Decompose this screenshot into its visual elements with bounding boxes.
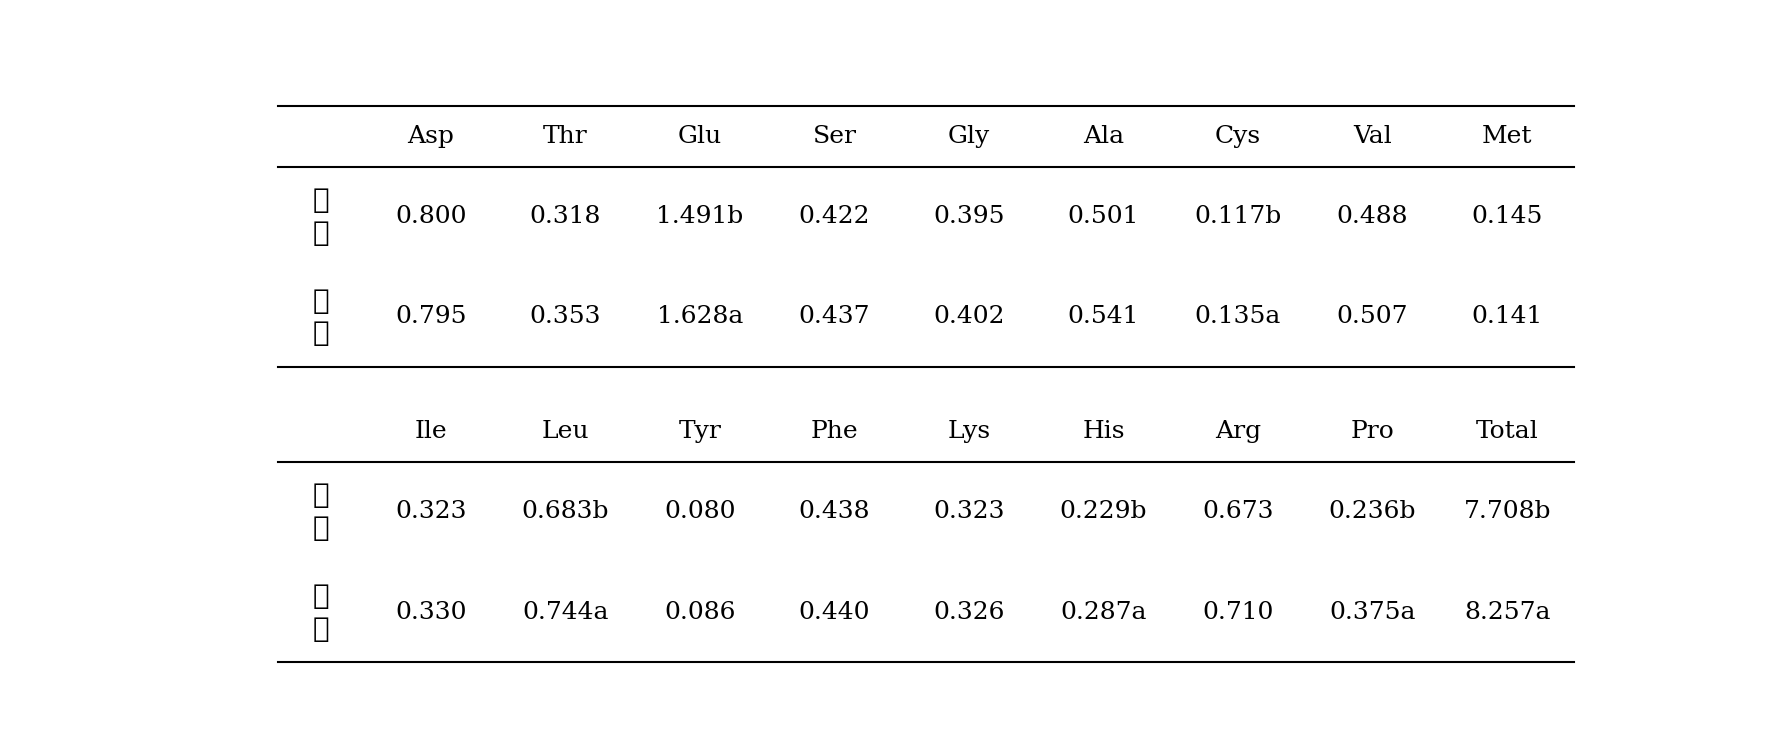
Text: 0.117b: 0.117b xyxy=(1194,205,1282,228)
Text: Ile: Ile xyxy=(415,420,447,443)
Text: 0.135a: 0.135a xyxy=(1194,306,1282,329)
Text: 0.800: 0.800 xyxy=(395,205,466,228)
Text: 0.488: 0.488 xyxy=(1337,205,1408,228)
Text: His: His xyxy=(1082,420,1125,443)
Text: 0.318: 0.318 xyxy=(530,205,602,228)
Text: 0.402: 0.402 xyxy=(933,306,1004,329)
Text: 1.628a: 1.628a xyxy=(657,306,742,329)
Text: Ser: Ser xyxy=(812,125,856,148)
Text: 0.501: 0.501 xyxy=(1068,205,1139,228)
Text: 对: 对 xyxy=(312,481,329,510)
Text: Thr: Thr xyxy=(543,125,587,148)
Text: 0.507: 0.507 xyxy=(1337,306,1408,329)
Text: 0.287a: 0.287a xyxy=(1061,600,1146,623)
Text: 0.673: 0.673 xyxy=(1202,500,1274,523)
Text: 0.236b: 0.236b xyxy=(1330,500,1417,523)
Text: Cys: Cys xyxy=(1216,125,1260,148)
Text: 0.141: 0.141 xyxy=(1472,306,1543,329)
Text: Glu: Glu xyxy=(678,125,723,148)
Text: Gly: Gly xyxy=(949,125,990,148)
Text: 0.086: 0.086 xyxy=(664,600,735,623)
Text: 0.440: 0.440 xyxy=(799,600,870,623)
Text: Phe: Phe xyxy=(810,420,858,443)
Text: Lys: Lys xyxy=(947,420,990,443)
Text: Leu: Leu xyxy=(541,420,589,443)
Text: 0.422: 0.422 xyxy=(799,205,870,228)
Text: 处: 处 xyxy=(312,582,329,609)
Text: 0.353: 0.353 xyxy=(530,306,602,329)
Text: 0.326: 0.326 xyxy=(933,600,1004,623)
Text: 0.323: 0.323 xyxy=(395,500,466,523)
Text: 0.795: 0.795 xyxy=(395,306,466,329)
Text: 0.395: 0.395 xyxy=(933,205,1004,228)
Text: 对: 对 xyxy=(312,186,329,214)
Text: 0.323: 0.323 xyxy=(933,500,1004,523)
Text: 0.229b: 0.229b xyxy=(1059,500,1148,523)
Text: 照: 照 xyxy=(312,514,329,542)
Text: 0.683b: 0.683b xyxy=(522,500,609,523)
Text: 0.744a: 0.744a xyxy=(522,600,609,623)
Text: Arg: Arg xyxy=(1216,420,1260,443)
Text: Tyr: Tyr xyxy=(678,420,721,443)
Text: Asp: Asp xyxy=(408,125,454,148)
Text: 照: 照 xyxy=(312,219,329,247)
Text: Pro: Pro xyxy=(1351,420,1394,443)
Text: 0.710: 0.710 xyxy=(1202,600,1274,623)
Text: 0.438: 0.438 xyxy=(799,500,870,523)
Text: 0.330: 0.330 xyxy=(395,600,466,623)
Text: 理: 理 xyxy=(312,615,329,643)
Text: 8.257a: 8.257a xyxy=(1463,600,1550,623)
Text: 处: 处 xyxy=(312,286,329,315)
Text: 0.375a: 0.375a xyxy=(1330,600,1415,623)
Text: Total: Total xyxy=(1476,420,1538,443)
Text: 0.080: 0.080 xyxy=(664,500,735,523)
Text: 0.437: 0.437 xyxy=(799,306,870,329)
Text: 理: 理 xyxy=(312,319,329,347)
Text: Met: Met xyxy=(1483,125,1533,148)
Text: Val: Val xyxy=(1353,125,1392,148)
Text: Ala: Ala xyxy=(1082,125,1125,148)
Text: 0.541: 0.541 xyxy=(1068,306,1139,329)
Text: 7.708b: 7.708b xyxy=(1463,500,1550,523)
Text: 1.491b: 1.491b xyxy=(657,205,744,228)
Text: 0.145: 0.145 xyxy=(1472,205,1543,228)
